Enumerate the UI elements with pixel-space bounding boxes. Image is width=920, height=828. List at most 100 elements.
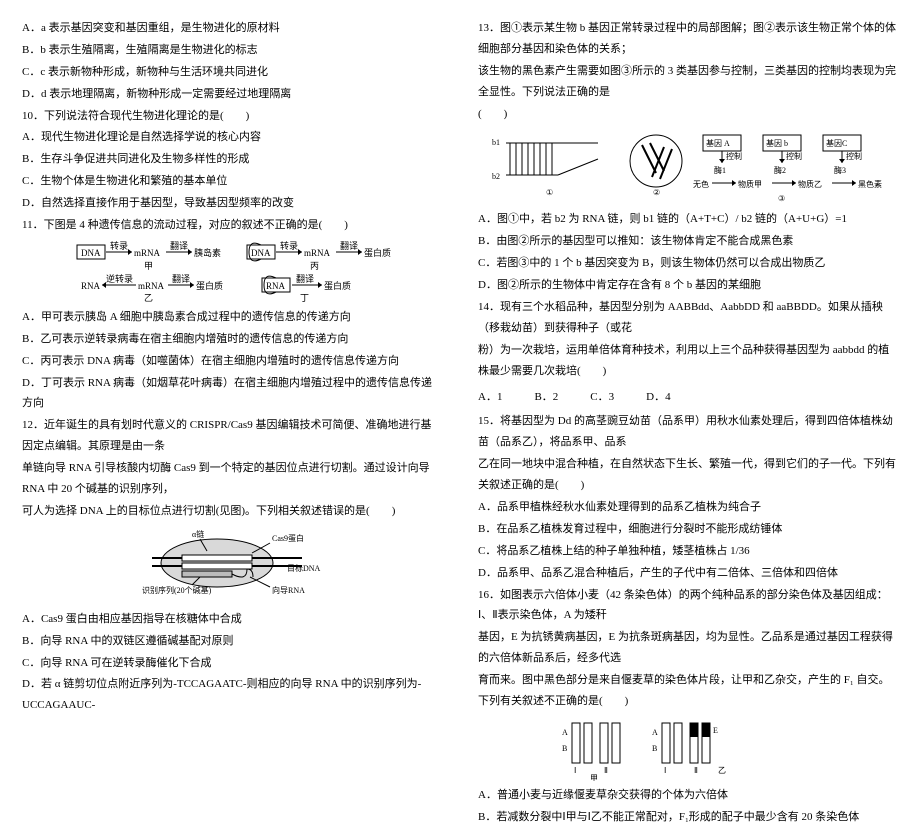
- q15A: A．品系甲植株经秋水仙素处理得到的品系乙植株为纯合子: [478, 497, 898, 518]
- opt: D．d 表示地理隔离，新物种形成一定需要经过地理隔离: [22, 84, 442, 105]
- svg-text:物质甲: 物质甲: [738, 179, 762, 189]
- svg-text:A: A: [652, 728, 658, 737]
- q10: 10．下列说法符合现代生物进化理论的是( ): [22, 106, 442, 127]
- left-column: A．a 表示基因突变和基因重组，是生物进化的原材料 B．b 表示生殖隔离，生殖隔…: [22, 18, 460, 633]
- svg-text:酶3: 酶3: [834, 165, 846, 175]
- svg-text:物质乙: 物质乙: [798, 179, 822, 189]
- svg-text:向导RNA: 向导RNA: [272, 585, 305, 595]
- svg-text:甲: 甲: [144, 261, 153, 271]
- q14-opts: A．1 B．2 C．3 D．4: [478, 387, 898, 408]
- svg-text:Ⅰ: Ⅰ: [574, 766, 576, 775]
- svg-text:α链: α链: [192, 529, 204, 539]
- svg-text:基因C: 基因C: [826, 138, 847, 148]
- svg-text:翻译: 翻译: [296, 274, 314, 284]
- svg-text:Ⅱ: Ⅱ: [694, 766, 698, 775]
- q16B: B．若减数分裂中Ⅰ甲与Ⅰ乙不能正常配对，F₁形成的配子中最少含有 20 条染色体: [478, 807, 898, 828]
- svg-text:基因 A: 基因 A: [706, 138, 730, 148]
- svg-text:mRNA: mRNA: [134, 248, 161, 258]
- svg-text:基因 b: 基因 b: [766, 138, 788, 148]
- q11b: B．乙可表示逆转录病毒在宿主细胞内增殖时的遗传信息的传递方向: [22, 329, 442, 350]
- svg-text:mRNA: mRNA: [304, 248, 331, 258]
- svg-text:控制: 控制: [786, 151, 802, 161]
- figure-q16: A B Ⅰ Ⅱ 甲 A B E Ⅰ Ⅱ 乙: [478, 717, 898, 781]
- svg-text:Ⅰ: Ⅰ: [664, 766, 666, 775]
- q10b: B．生存斗争促进共同进化及生物多样性的形成: [22, 149, 442, 170]
- q13B: B．由图②所示的基因型可以推知：该生物体肯定不能合成黑色素: [478, 231, 898, 252]
- opt: A．a 表示基因突变和基因重组，是生物进化的原材料: [22, 18, 442, 39]
- svg-text:甲: 甲: [590, 774, 598, 781]
- svg-text:RNA: RNA: [266, 281, 286, 291]
- svg-text:胰岛素: 胰岛素: [194, 247, 221, 258]
- q11d: D．丁可表示 RNA 病毒（如烟草花叶病毒）在宿主细胞内增殖过程中的遗传信息传递…: [22, 373, 442, 415]
- svg-text:翻译: 翻译: [340, 241, 358, 251]
- q11: 11．下图是 4 种遗传信息的流动过程，对应的叙述不正确的是( ): [22, 215, 442, 236]
- q13-l2: 该生物的黑色素产生需要如图③所示的 3 类基因参与控制，三类基因的控制均表现为完…: [478, 61, 898, 103]
- q13C: C．若图③中的 1 个 b 基因突变为 B，则该生物体仍然可以合成出物质乙: [478, 253, 898, 274]
- q11a: A．甲可表示胰岛 A 细胞中胰岛素合成过程中的遗传信息的传递方向: [22, 307, 442, 328]
- svg-text:Cas9蛋白: Cas9蛋白: [272, 533, 304, 543]
- svg-text:乙: 乙: [718, 766, 726, 775]
- q14c: C．3: [590, 387, 614, 408]
- svg-text:①: ①: [546, 188, 553, 197]
- q13D: D．图②所示的生物体中肯定存在含有 8 个 b 基因的某细胞: [478, 275, 898, 296]
- svg-text:控制: 控制: [726, 151, 742, 161]
- svg-text:无色: 无色: [693, 179, 709, 189]
- svg-text:b2: b2: [492, 172, 500, 181]
- q14b: B．2: [534, 387, 558, 408]
- q13-l3: ( ): [478, 104, 898, 125]
- svg-text:逆转录: 逆转录: [106, 273, 133, 284]
- figure-q12: α链 Cas9蛋白 识别序列(20个碱基) 向导RNA 目标DNA: [22, 527, 442, 605]
- figure-q11: DNA 转录 mRNA 翻译 胰岛素 甲 DNA 转录 mRNA 翻译 蛋白质 …: [22, 241, 442, 303]
- svg-text:蛋白质: 蛋白质: [364, 247, 391, 258]
- q15-l2: 乙在同一地块中混合种植，在自然状态下生长、繁殖一代，得到它们的子一代。下列有关叙…: [478, 454, 898, 496]
- figure-q13: b1 b2 ① ②: [478, 129, 898, 205]
- q16A: A．普通小麦与近缘偃麦草杂交获得的个体为六倍体: [478, 785, 898, 806]
- q14-l1: 14．现有三个水稻品种，基因型分别为 AABBdd、AabbDD 和 aaBBD…: [478, 297, 898, 339]
- q14d: D．4: [646, 387, 670, 408]
- q14a: A．1: [478, 387, 502, 408]
- q15-l1: 15．将基因型为 Dd 的高茎豌豆幼苗（品系甲）用秋水仙素处理后，得到四倍体植株…: [478, 411, 898, 453]
- svg-text:B: B: [652, 744, 657, 753]
- svg-text:翻译: 翻译: [172, 274, 190, 284]
- q12D: D．若 α 链剪切位点附近序列为-TCCAGAATC-则相应的向导 RNA 中的…: [22, 674, 442, 716]
- svg-text:丁: 丁: [300, 293, 309, 303]
- svg-text:DNA: DNA: [251, 248, 271, 258]
- q10d: D．自然选择直接作用于基因型，导致基因型频率的改变: [22, 193, 442, 214]
- q12A: A．Cas9 蛋白由相应基因指导在核糖体中合成: [22, 609, 442, 630]
- q12-l2: 单链向导 RNA 引导核酸内切酶 Cas9 到一个特定的基因位点进行切割。通过设…: [22, 458, 442, 500]
- svg-text:转录: 转录: [110, 241, 128, 251]
- svg-text:RNA: RNA: [81, 281, 101, 291]
- q13A: A．图①中，若 b2 为 RNA 链，则 b1 链的（A+T+C）/ b2 链的…: [478, 209, 898, 230]
- q15C: C．将品系乙植株上结的种子单独种植，矮茎植株占 1/36: [478, 541, 898, 562]
- q16-l3: 育而来。图中黑色部分是来自偃麦草的染色体片段，让甲和乙杂交，产生的 F₁ 自交。…: [478, 670, 898, 712]
- q15B: B．在品系乙植株发育过程中，细胞进行分裂时不能形成纺锤体: [478, 519, 898, 540]
- opt: C．c 表示新物种形成，新物种与生活环境共同进化: [22, 62, 442, 83]
- svg-text:mRNA: mRNA: [138, 281, 165, 291]
- svg-text:黑色素: 黑色素: [858, 179, 882, 189]
- svg-text:DNA: DNA: [81, 248, 101, 258]
- svg-text:酶1: 酶1: [714, 165, 726, 175]
- svg-text:目标DNA: 目标DNA: [287, 563, 321, 573]
- q14-l2: 粉）为一次栽培，运用单倍体育种技术，利用以上三个品种获得基因型为 aabbdd …: [478, 340, 898, 382]
- svg-text:丙: 丙: [310, 261, 319, 271]
- svg-text:③: ③: [778, 194, 785, 203]
- right-column: 13．图①表示某生物 b 基因正常转录过程中的局部图解；图②表示该生物正常个体的…: [460, 18, 898, 633]
- svg-text:转录: 转录: [280, 241, 298, 251]
- svg-text:识别序列(20个碱基): 识别序列(20个碱基): [142, 585, 212, 595]
- svg-text:b1: b1: [492, 138, 500, 147]
- svg-text:翻译: 翻译: [170, 241, 188, 251]
- q15D: D．品系甲、品系乙混合种植后，产生的子代中有二倍体、三倍体和四倍体: [478, 563, 898, 584]
- svg-text:蛋白质: 蛋白质: [324, 280, 351, 291]
- q16-l2: 基因，E 为抗锈黄病基因，E 为抗条斑病基因，均为显性。乙品系是通过基因工程获得…: [478, 627, 898, 669]
- q10c: C．生物个体是生物进化和繁殖的基本单位: [22, 171, 442, 192]
- q11c: C．丙可表示 DNA 病毒（如噬菌体）在宿主细胞内增殖时的遗传信息传递方向: [22, 351, 442, 372]
- svg-text:E: E: [713, 726, 718, 735]
- q16-l1: 16．如图表示六倍体小麦（42 条染色体）的两个纯种品系的部分染色体及基因组成：…: [478, 585, 898, 627]
- q10a: A．现代生物进化理论是自然选择学说的核心内容: [22, 127, 442, 148]
- q12B: B．向导 RNA 中的双链区遵循碱基配对原则: [22, 631, 442, 652]
- q12-l3: 可人为选择 DNA 上的目标位点进行切割(见图)。下列相关叙述错误的是( ): [22, 501, 442, 522]
- q12C: C．向导 RNA 可在逆转录酶催化下合成: [22, 653, 442, 674]
- q12-l1: 12．近年诞生的具有划时代意义的 CRISPR/Cas9 基因编辑技术可简便、准…: [22, 415, 442, 457]
- q13-l1: 13．图①表示某生物 b 基因正常转录过程中的局部图解；图②表示该生物正常个体的…: [478, 18, 898, 60]
- svg-text:A: A: [562, 728, 568, 737]
